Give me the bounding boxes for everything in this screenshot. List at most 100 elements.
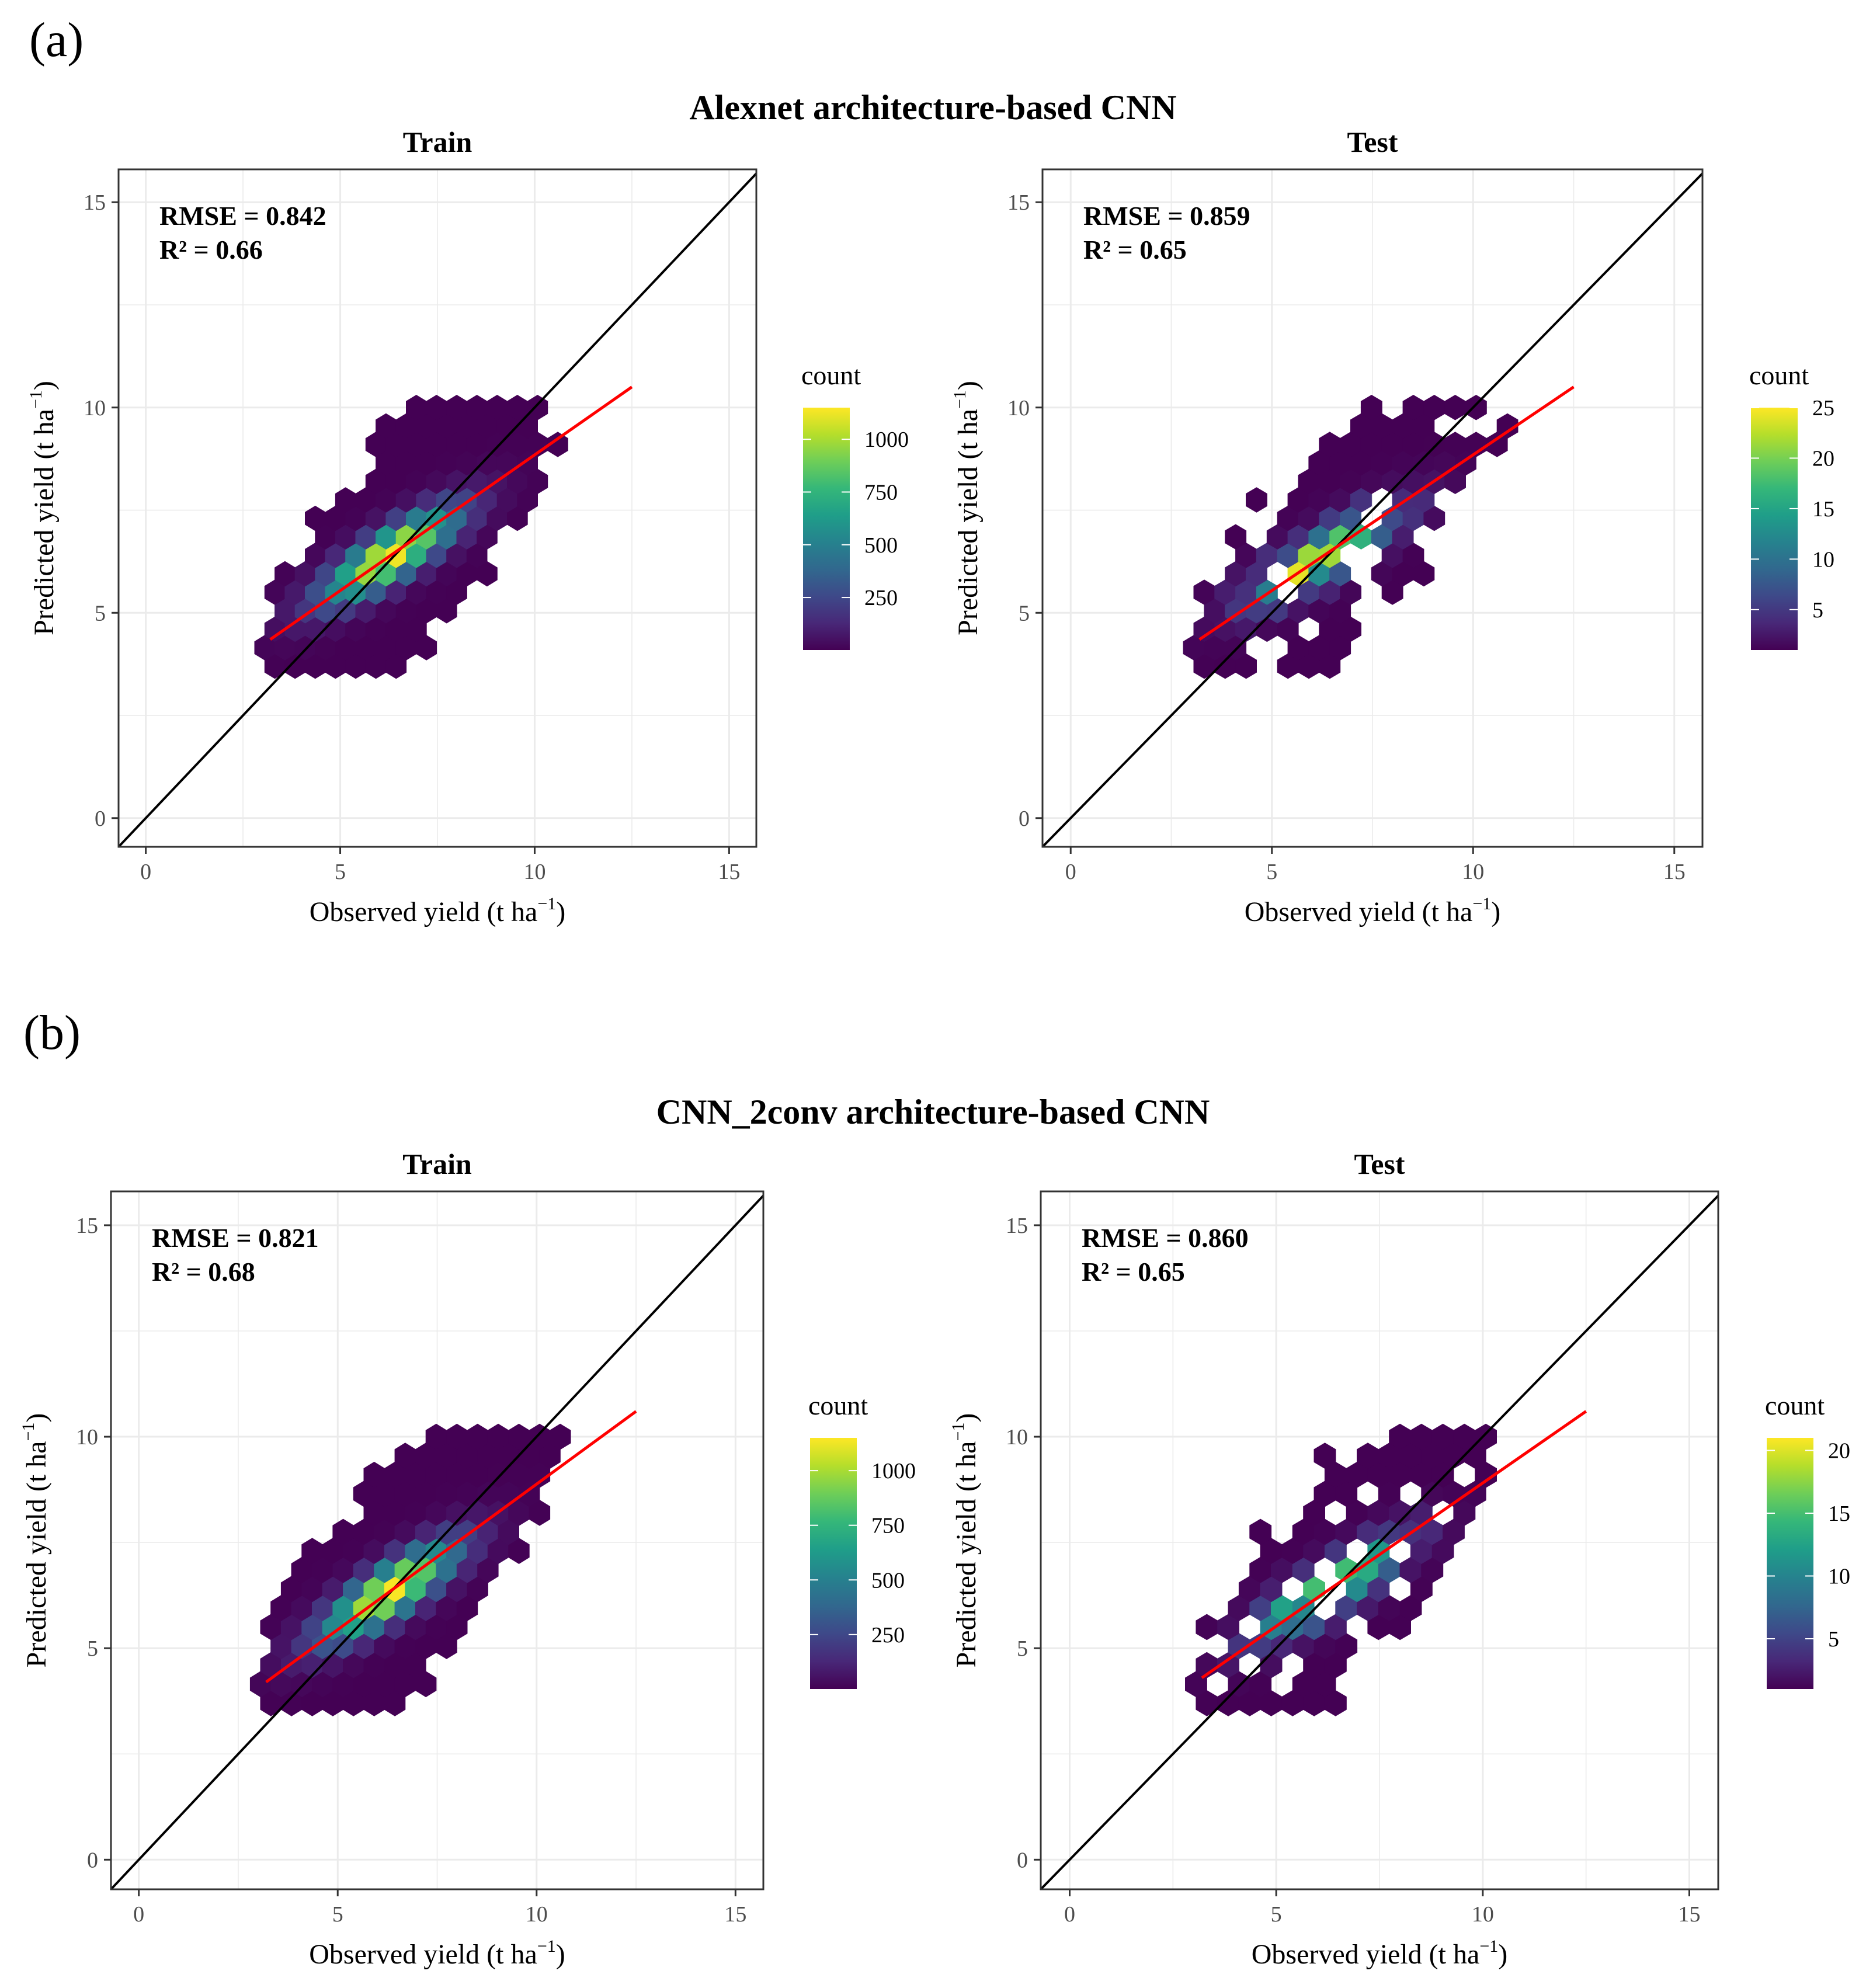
hex-cell bbox=[1308, 450, 1330, 476]
hex-cell bbox=[1314, 1671, 1336, 1698]
hex-cell bbox=[527, 395, 548, 420]
hex-cell bbox=[1464, 1480, 1486, 1507]
hex-cell bbox=[1371, 450, 1393, 476]
hex-cell bbox=[1214, 653, 1236, 679]
hex-cell bbox=[529, 1500, 551, 1526]
hex-cell bbox=[508, 1461, 530, 1488]
hex-cell bbox=[353, 1480, 375, 1507]
hex-cell bbox=[365, 616, 387, 642]
section-a-title: Alexnet architecture-based CNN bbox=[689, 88, 1177, 127]
hex-cell bbox=[1308, 524, 1330, 550]
r2-annotation: R² = 0.65 bbox=[1082, 1257, 1185, 1287]
hex-cell bbox=[385, 468, 407, 494]
hex-cell bbox=[456, 1480, 478, 1507]
hex-cell bbox=[1196, 1690, 1218, 1716]
legend-tick-label: 500 bbox=[864, 533, 898, 558]
panel-border bbox=[1040, 1190, 1719, 1890]
hex-cell bbox=[1329, 635, 1351, 661]
hex-cell bbox=[1298, 653, 1320, 679]
hex-cell bbox=[487, 1538, 509, 1564]
hex-cell bbox=[1260, 1538, 1283, 1564]
count-legend: count 250 500 750 1000 bbox=[801, 360, 909, 650]
chart-a-train: Train 0 5 10 15 0 5 10 15 Observed yield (t ha−1)… bbox=[26, 126, 909, 927]
section-b-title: CNN_2conv architecture-based CNN bbox=[656, 1093, 1210, 1131]
legend-tick-label: 20 bbox=[1828, 1439, 1850, 1464]
hex-cell bbox=[1392, 450, 1414, 476]
hex-cell bbox=[550, 1423, 571, 1450]
x-tick-label: 5 bbox=[1266, 860, 1277, 884]
panel-a-label: (a) bbox=[29, 13, 84, 67]
hex-cell bbox=[477, 487, 498, 513]
hex-cell bbox=[270, 1633, 292, 1659]
hex-cell bbox=[527, 468, 548, 494]
hex-cell bbox=[270, 1595, 292, 1621]
legend-title: count bbox=[801, 360, 861, 390]
hex-cell bbox=[322, 1538, 344, 1564]
legend-tick-label: 5 bbox=[1812, 598, 1823, 623]
hex-cell bbox=[355, 635, 377, 661]
hex-cell bbox=[345, 505, 366, 531]
hex-cell bbox=[284, 579, 306, 605]
hex-cell bbox=[477, 413, 498, 439]
hex-cell bbox=[1360, 432, 1382, 457]
hex-cell bbox=[415, 1633, 437, 1659]
hex-cell bbox=[1444, 468, 1466, 494]
hex-cell bbox=[284, 616, 306, 642]
hex-cell bbox=[1287, 524, 1309, 550]
hex-cell bbox=[1378, 1556, 1401, 1583]
hex-cell bbox=[1308, 561, 1330, 587]
hex-cell bbox=[280, 1576, 303, 1603]
hex-cell bbox=[406, 543, 427, 568]
hex-cell bbox=[376, 487, 397, 513]
y-tick-label: 15 bbox=[1006, 1214, 1028, 1238]
hex-cell bbox=[1389, 1423, 1411, 1450]
hex-cell bbox=[467, 1576, 488, 1603]
hex-cell bbox=[415, 1556, 437, 1583]
hex-cell bbox=[547, 432, 568, 457]
hex-cell bbox=[343, 1538, 364, 1564]
hex-cell bbox=[274, 561, 296, 587]
hex-cell bbox=[1421, 1556, 1444, 1583]
hex-cell bbox=[264, 579, 286, 605]
hex-cell bbox=[376, 450, 397, 476]
y-tick-label: 15 bbox=[84, 190, 106, 215]
hex-cell bbox=[345, 653, 366, 679]
hex-cell bbox=[355, 487, 377, 513]
hexbin-cells bbox=[254, 395, 568, 679]
hex-cell bbox=[384, 1652, 406, 1678]
hex-cell bbox=[1329, 487, 1351, 513]
hex-cell bbox=[315, 635, 336, 661]
hex-cell bbox=[394, 1633, 416, 1659]
y-tick-label: 0 bbox=[1017, 1848, 1028, 1872]
hex-cell bbox=[1399, 1595, 1422, 1621]
hex-cell bbox=[315, 561, 336, 587]
hex-cell bbox=[508, 1500, 530, 1526]
legend-tick-label: 10 bbox=[1828, 1565, 1850, 1589]
hex-cell bbox=[406, 505, 427, 531]
hex-cell bbox=[1389, 1614, 1411, 1641]
hex-cell bbox=[1324, 1690, 1347, 1716]
hex-cell bbox=[332, 1671, 354, 1698]
hex-cell bbox=[477, 1480, 499, 1507]
legend-tick-label: 1000 bbox=[871, 1459, 916, 1483]
hex-cell bbox=[1260, 1576, 1283, 1603]
hex-cell bbox=[394, 1480, 416, 1507]
hex-cell bbox=[416, 450, 437, 476]
legend-tick-label: 5 bbox=[1828, 1627, 1839, 1652]
hex-cell bbox=[1431, 1423, 1454, 1450]
x-tick-label: 0 bbox=[140, 860, 151, 884]
hex-cell bbox=[1357, 1595, 1379, 1621]
hex-cell bbox=[332, 1518, 354, 1545]
hex-cell bbox=[353, 1633, 375, 1659]
hex-cell bbox=[1204, 635, 1226, 661]
hex-cell bbox=[1360, 395, 1382, 420]
y-axis-label: Predicted yield (t ha−1) bbox=[19, 1413, 52, 1668]
hex-cell bbox=[1281, 1614, 1304, 1641]
hex-cell bbox=[254, 635, 276, 661]
hex-cell bbox=[446, 579, 467, 605]
hex-cell bbox=[363, 1500, 385, 1526]
legend-tick-label: 15 bbox=[1828, 1502, 1850, 1526]
hex-cell bbox=[305, 543, 326, 568]
x-axis-label: Observed yield (t ha−1) bbox=[1252, 1937, 1507, 1970]
hex-cell bbox=[1277, 505, 1299, 531]
